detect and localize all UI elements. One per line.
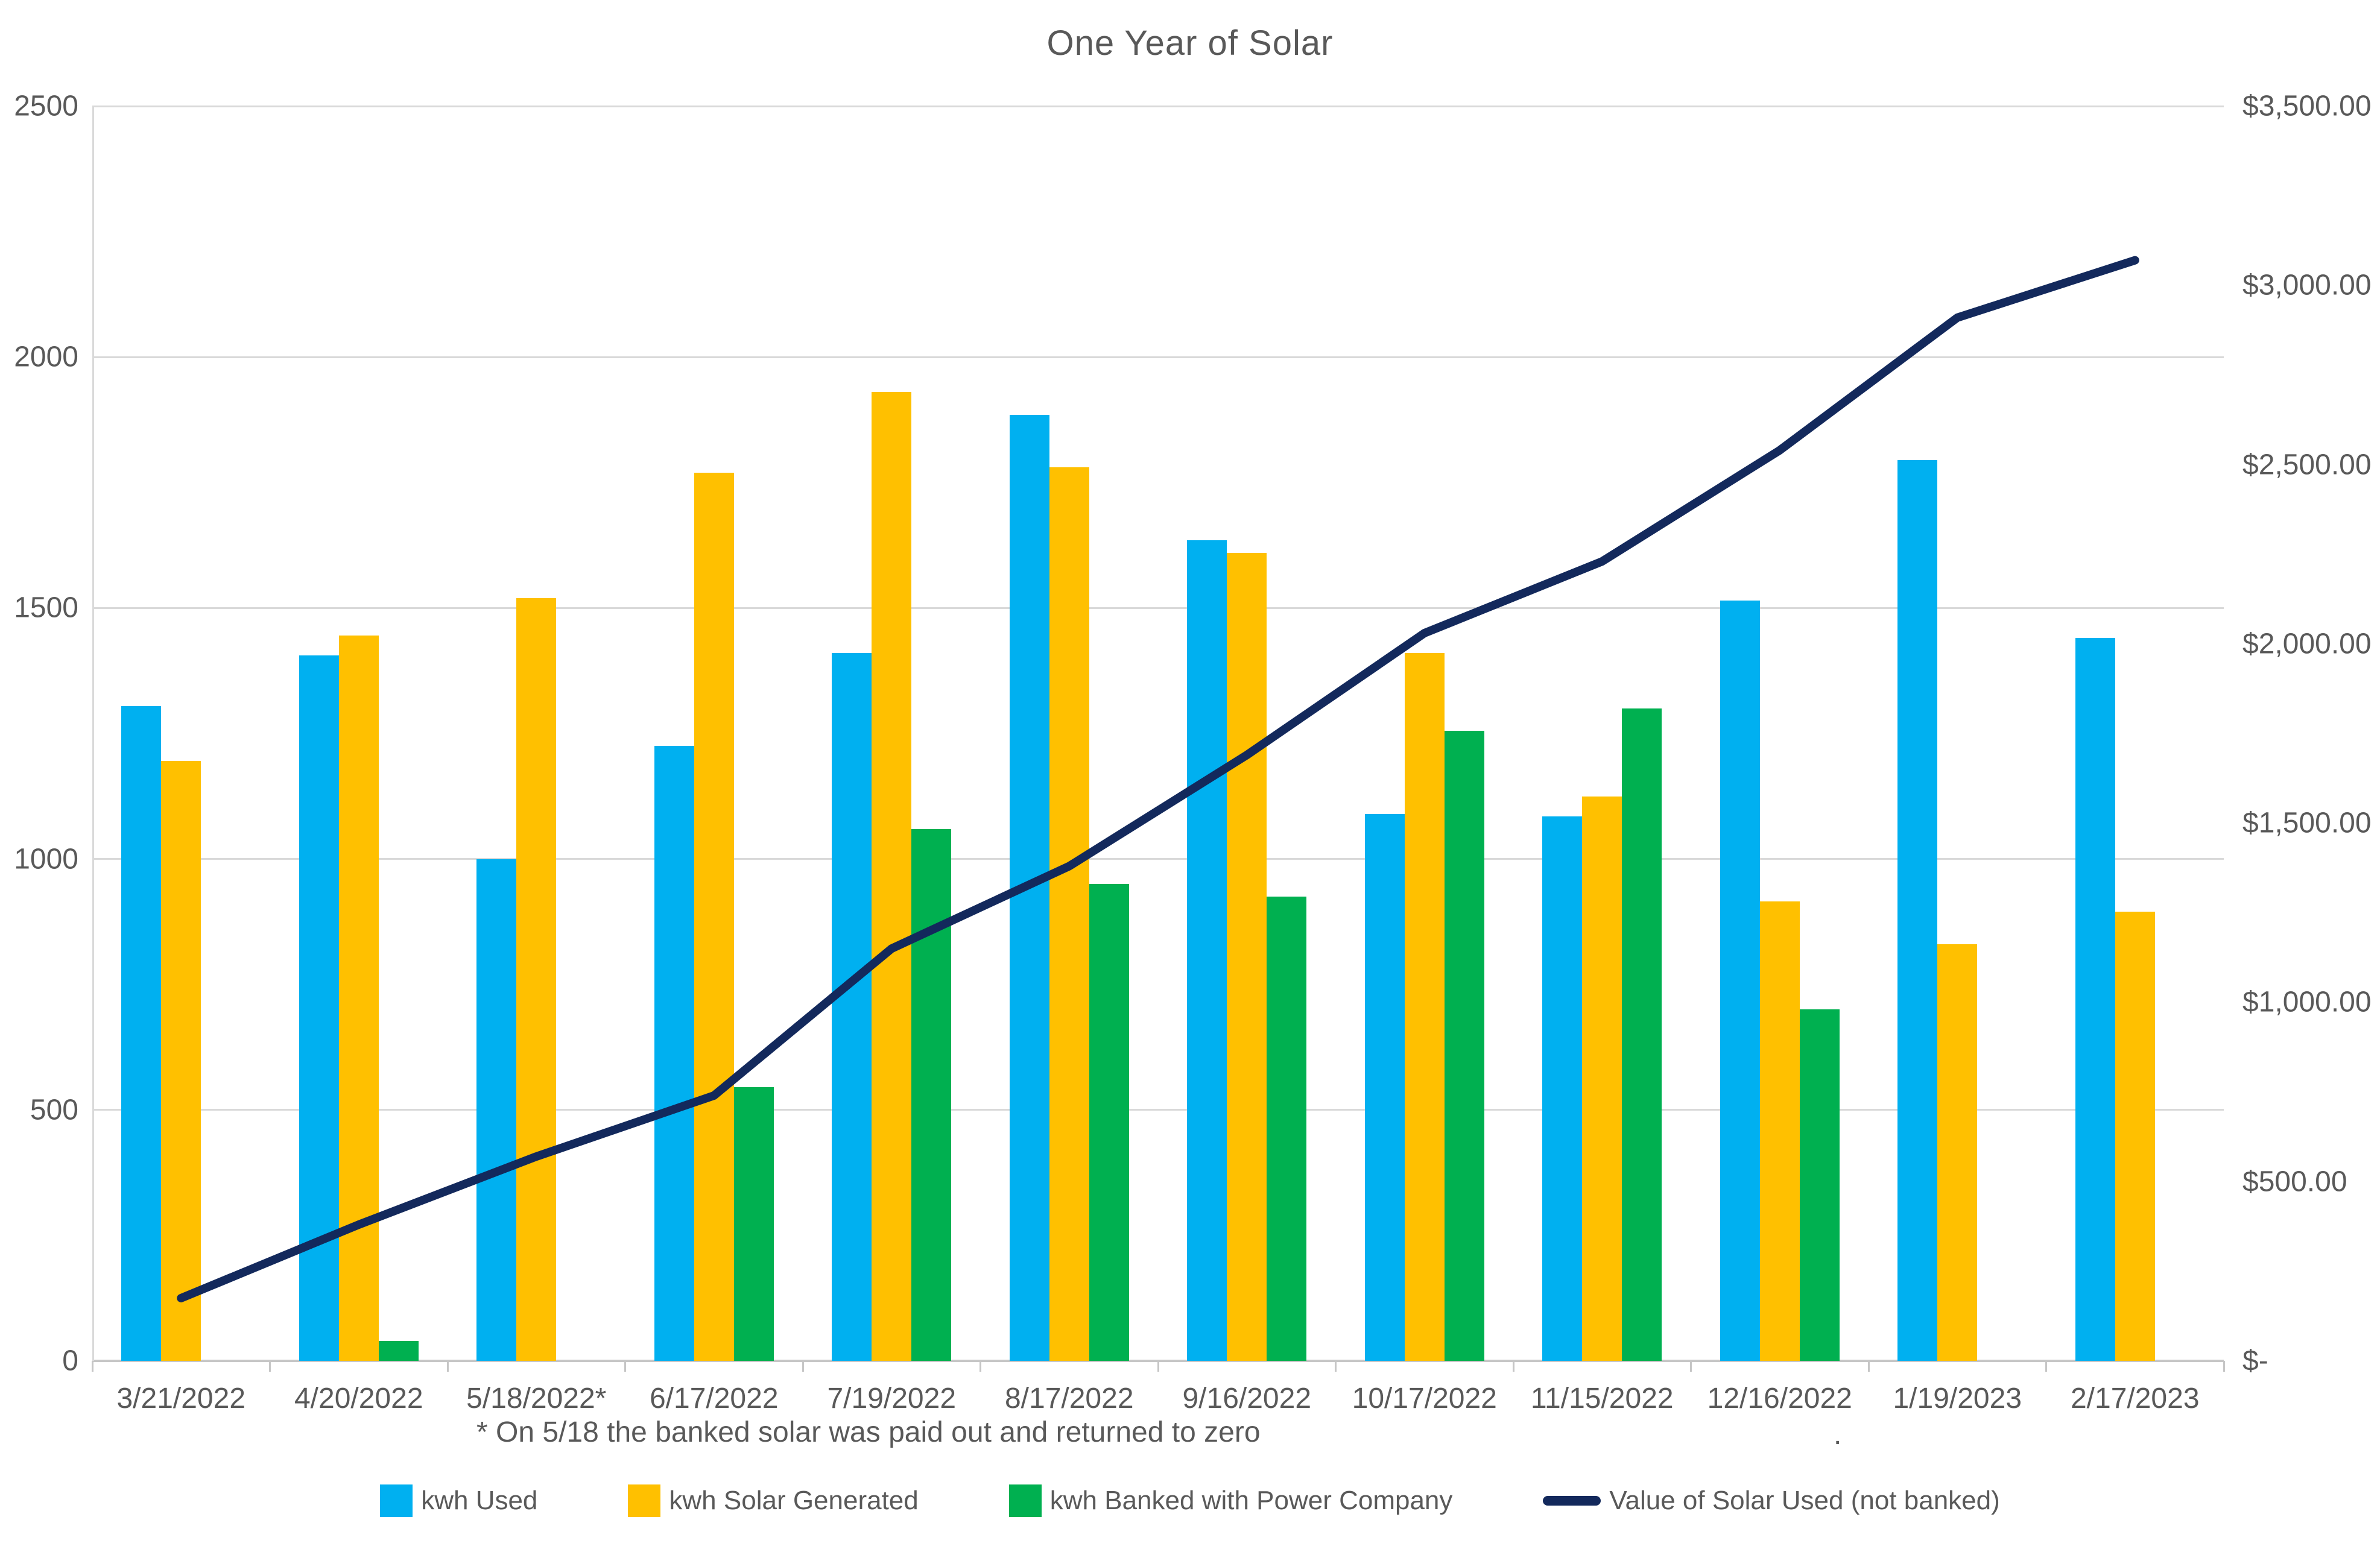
bar-kwh-solar-generated[interactable] [1582, 796, 1622, 1361]
legend-line-marker-icon [1543, 1496, 1601, 1506]
bar-kwh-solar-generated[interactable] [1049, 467, 1089, 1361]
category-label: 1/19/2023 [1893, 1383, 2022, 1415]
bar-kwh-banked-with-power-company[interactable] [1267, 897, 1307, 1361]
x-axis-tick [980, 1361, 981, 1372]
x-axis-tick [1335, 1361, 1337, 1372]
legend-label: Value of Solar Used (not banked) [1609, 1486, 2000, 1515]
gridline [92, 607, 2224, 609]
bar-kwh-solar-generated[interactable] [161, 761, 201, 1361]
category-label: 8/17/2022 [1004, 1383, 1134, 1415]
bar-kwh-solar-generated[interactable] [1227, 552, 1267, 1361]
bar-kwh-used[interactable] [2075, 638, 2115, 1361]
bar-kwh-solar-generated[interactable] [694, 472, 734, 1361]
category-label: 11/15/2022 [1530, 1383, 1674, 1415]
stray-dot: . [1834, 1419, 1842, 1451]
bar-kwh-solar-generated[interactable] [2115, 912, 2155, 1361]
bar-kwh-banked-with-power-company[interactable] [733, 1087, 774, 1361]
bar-kwh-solar-generated[interactable] [516, 598, 557, 1361]
bar-kwh-banked-with-power-company[interactable] [1799, 1009, 1840, 1361]
x-axis-tick [802, 1361, 804, 1372]
category-label: 10/17/2022 [1352, 1383, 1497, 1415]
bar-kwh-used[interactable] [1542, 816, 1583, 1361]
left-axis-tick-label: 1000 [14, 843, 78, 875]
bar-kwh-used[interactable] [121, 705, 162, 1361]
left-axis-tick-label: 2500 [14, 90, 78, 122]
x-axis-tick [91, 1361, 93, 1372]
legend-item-value-of-solar-used-not-banked-[interactable]: Value of Solar Used (not banked) [1543, 1486, 2000, 1516]
footnote: * On 5/18 the banked solar was paid out … [476, 1416, 1261, 1448]
legend-item-kwh-used[interactable]: kwh Used [380, 1484, 537, 1517]
legend-swatch-icon [628, 1484, 661, 1517]
legend-item-kwh-solar-generated[interactable]: kwh Solar Generated [628, 1484, 919, 1517]
left-axis-tick-label: 1500 [14, 592, 78, 624]
gridline [92, 858, 2224, 860]
legend-swatch-icon [1008, 1484, 1042, 1517]
bar-kwh-banked-with-power-company[interactable] [1444, 731, 1484, 1361]
bar-kwh-used[interactable] [1720, 600, 1760, 1361]
category-label: 6/17/2022 [649, 1383, 779, 1415]
bar-kwh-used[interactable] [1364, 813, 1405, 1361]
bar-kwh-solar-generated[interactable] [872, 392, 912, 1361]
x-axis-tick [1512, 1361, 1514, 1372]
category-label: 7/19/2022 [827, 1383, 957, 1415]
right-axis-tick-label: $2,000.00 [2242, 628, 2372, 660]
category-label: 3/21/2022 [116, 1383, 246, 1415]
left-axis-tick-label: 500 [30, 1094, 78, 1126]
bar-kwh-banked-with-power-company[interactable] [1089, 884, 1129, 1361]
category-label: 12/16/2022 [1707, 1383, 1852, 1415]
x-axis-tick [1690, 1361, 1692, 1372]
bar-kwh-solar-generated[interactable] [1759, 901, 1800, 1361]
bar-kwh-used[interactable] [1187, 540, 1227, 1361]
right-axis-tick-label: $- [2242, 1345, 2268, 1377]
bar-kwh-banked-with-power-company[interactable] [378, 1340, 419, 1361]
right-axis-tick-label: $3,500.00 [2242, 90, 2372, 122]
y-axis-line [92, 106, 94, 1361]
right-axis-tick-label: $500.00 [2242, 1166, 2347, 1198]
gridline [92, 1109, 2224, 1111]
value-of-solar-line[interactable] [177, 256, 2139, 1302]
x-axis-tick [2223, 1361, 2225, 1372]
x-axis-tick [2045, 1361, 2047, 1372]
legend-label: kwh Banked with Power Company [1049, 1486, 1453, 1515]
bar-kwh-used[interactable] [476, 859, 517, 1361]
x-axis-tick [269, 1361, 271, 1372]
right-axis-tick-label: $1,000.00 [2242, 986, 2372, 1018]
legend-label: kwh Solar Generated [669, 1486, 919, 1515]
bar-kwh-banked-with-power-company[interactable] [1622, 708, 1662, 1361]
category-label: 5/18/2022* [466, 1383, 607, 1415]
gridline [92, 356, 2224, 358]
x-axis-tick [1867, 1361, 1870, 1372]
right-axis-tick-label: $3,000.00 [2242, 269, 2372, 301]
right-axis-tick-label: $2,500.00 [2242, 449, 2372, 481]
bar-kwh-used[interactable] [654, 746, 694, 1361]
legend-swatch-icon [380, 1484, 413, 1517]
legend-label: kwh Used [421, 1486, 538, 1515]
legend-item-kwh-banked-with-power-company[interactable]: kwh Banked with Power Company [1008, 1484, 1453, 1517]
right-axis-tick-label: $1,500.00 [2242, 807, 2372, 839]
x-axis-tick [446, 1361, 449, 1372]
left-axis-tick-label: 0 [62, 1345, 78, 1377]
bar-kwh-solar-generated[interactable] [1404, 653, 1445, 1361]
x-axis-tick [1157, 1361, 1159, 1372]
bar-kwh-used[interactable] [1897, 459, 1938, 1361]
category-label: 9/16/2022 [1182, 1383, 1312, 1415]
gridline [92, 105, 2224, 107]
chart-title: One Year of Solar [1046, 24, 1334, 63]
bar-kwh-used[interactable] [832, 653, 872, 1361]
left-axis-tick-label: 2000 [14, 341, 78, 373]
legend: kwh Used kwh Solar Generated kwh Banked wi… [0, 1484, 2380, 1517]
category-label: 2/17/2023 [2070, 1383, 2200, 1415]
bar-kwh-banked-with-power-company[interactable] [911, 828, 952, 1361]
category-label: 4/20/2022 [294, 1383, 423, 1415]
bar-kwh-solar-generated[interactable] [338, 636, 379, 1361]
x-axis-tick [624, 1361, 626, 1372]
bar-kwh-solar-generated[interactable] [1937, 944, 1978, 1361]
